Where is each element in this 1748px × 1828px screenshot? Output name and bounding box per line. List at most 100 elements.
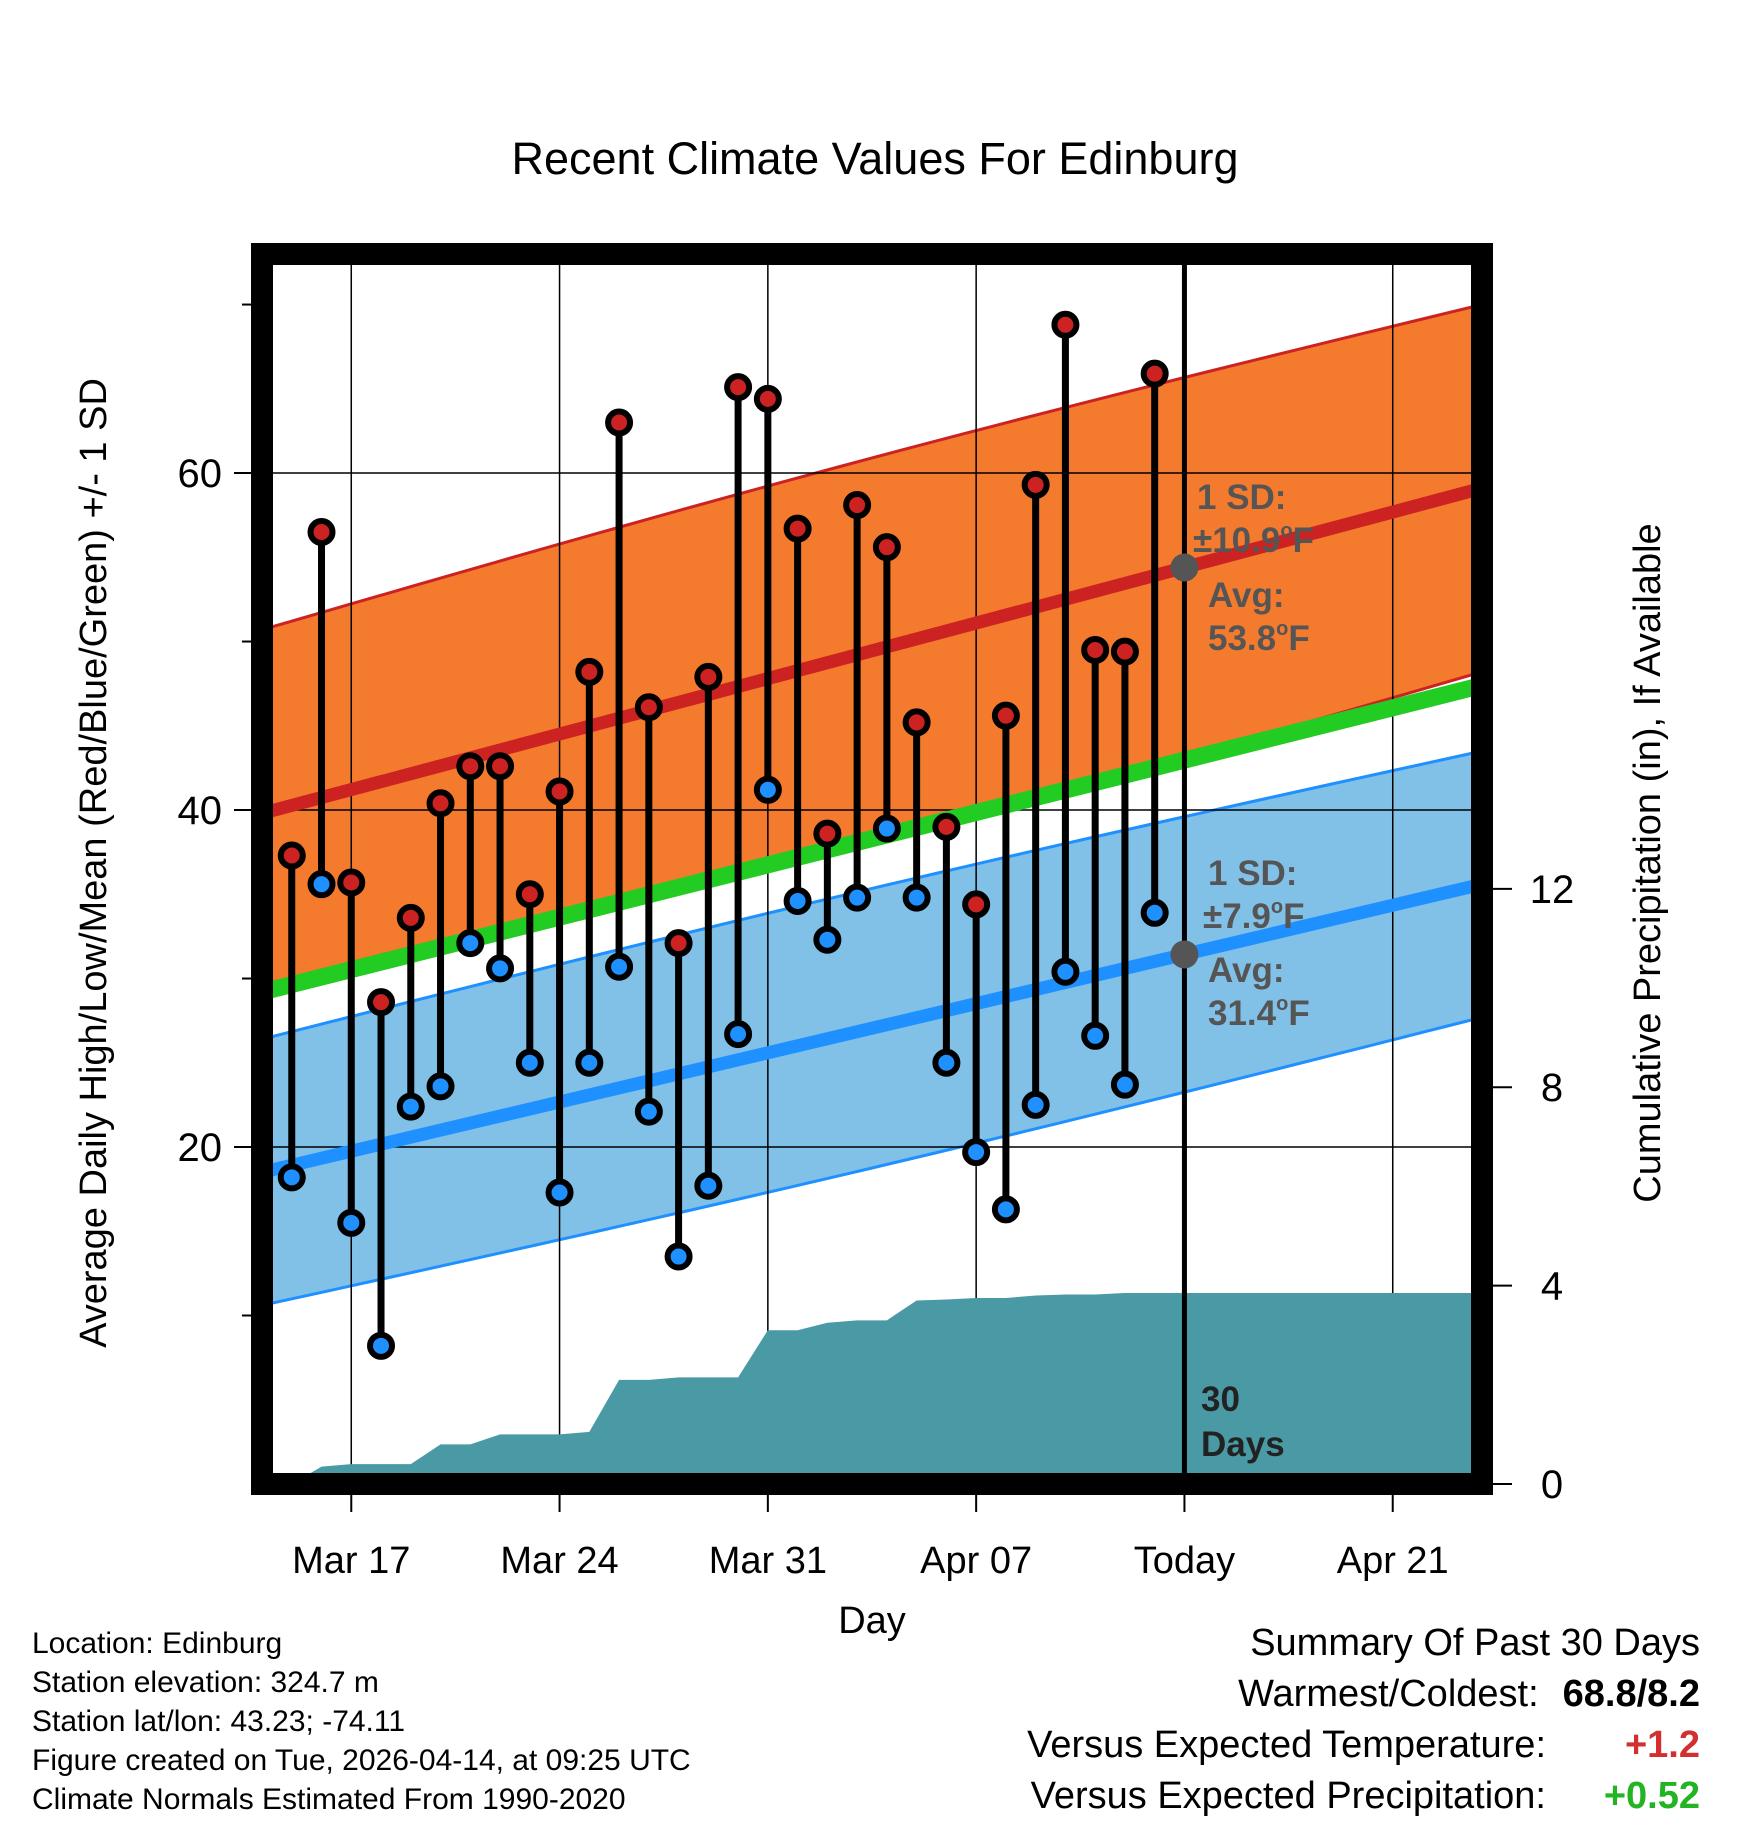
obs-low-point xyxy=(991,1195,1020,1224)
obs-high-point xyxy=(843,491,872,520)
temp-label: Versus Expected Temperature: xyxy=(1027,1724,1546,1766)
obs-low-point xyxy=(634,1097,663,1126)
low-sd-value: ±7.9oF xyxy=(1203,896,1304,936)
x-tick-label: Mar 17 xyxy=(292,1540,410,1582)
obs-low-point xyxy=(277,1163,306,1192)
y-tick-label: 60 xyxy=(178,452,223,496)
normal-low-line xyxy=(262,877,1482,1179)
x-tick-label: Apr 07 xyxy=(920,1540,1032,1582)
observations xyxy=(277,310,1169,1360)
low-sd-f: F xyxy=(1283,897,1304,936)
low-avg-value: 31.4oF xyxy=(1208,993,1310,1033)
obs-low-point xyxy=(962,1138,991,1167)
obs-high-point xyxy=(1051,310,1080,339)
obs-low-point xyxy=(843,883,872,912)
obs-low-point xyxy=(783,887,812,916)
high-avg-value: 53.8oF xyxy=(1208,618,1310,658)
obs-high-point xyxy=(1140,359,1169,388)
low-avg-f: F xyxy=(1288,994,1309,1033)
obs-high-point xyxy=(991,701,1020,730)
elevation-text: Station elevation: 324.7 m xyxy=(32,1666,379,1699)
obs-high-point xyxy=(1021,470,1050,499)
obs-low-point xyxy=(486,954,515,983)
y-right-tick-label: 0 xyxy=(1541,1463,1563,1507)
high-avg-f: F xyxy=(1288,619,1309,658)
today-high-avg-point xyxy=(1170,553,1199,582)
high-avg-deg: o xyxy=(1276,618,1288,640)
obs-low-point xyxy=(545,1178,574,1207)
station-info: Location: Edinburg Station elevation: 32… xyxy=(32,1624,691,1819)
obs-low-point xyxy=(932,1048,961,1077)
low-avg-deg: o xyxy=(1276,993,1288,1015)
chart-title: Recent Climate Values For Edinburg xyxy=(511,133,1238,184)
obs-high-point xyxy=(872,533,901,562)
summary-warm-cold: Warmest/Coldest: 68.8/8.2 xyxy=(1027,1669,1700,1720)
obs-high-point xyxy=(575,657,604,686)
high-sd-deg: o xyxy=(1280,520,1292,542)
obs-low-point xyxy=(426,1072,455,1101)
obs-high-point xyxy=(307,518,336,547)
obs-high-point xyxy=(277,841,306,870)
obs-low-point xyxy=(575,1048,604,1077)
low-avg-number: 31.4 xyxy=(1208,994,1277,1033)
obs-high-point xyxy=(337,868,366,897)
obs-high-point xyxy=(426,789,455,818)
high-avg-label: Avg: xyxy=(1208,576,1284,615)
obs-low-point xyxy=(1051,957,1080,986)
precipitation-area xyxy=(262,1293,1482,1484)
days-word: Days xyxy=(1201,1425,1285,1464)
obs-high-point xyxy=(634,693,663,722)
summary-temp: Versus Expected Temperature: +1.2 xyxy=(1027,1720,1700,1771)
x-tick-label: Mar 31 xyxy=(709,1540,827,1582)
obs-high-point xyxy=(456,752,485,781)
obs-low-point xyxy=(872,814,901,843)
today-line xyxy=(1170,254,1199,1484)
y-right-tick-label: 12 xyxy=(1530,868,1575,912)
obs-low-point xyxy=(605,952,634,981)
low-avg-label: Avg: xyxy=(1208,951,1284,990)
obs-high-point xyxy=(367,988,396,1017)
annotations: 1 SD: ±10.9oF Avg: 53.8oF 1 SD: ±7.9oF A… xyxy=(1193,478,1314,1464)
obs-high-point xyxy=(545,777,574,806)
y-axis-right-label: Cumulative Precipitation (in), If Availa… xyxy=(1627,523,1669,1202)
obs-low-point xyxy=(1110,1070,1139,1099)
high-sd-f: F xyxy=(1293,521,1314,560)
obs-low-point xyxy=(337,1208,366,1237)
y-right-tick-label: 8 xyxy=(1541,1066,1563,1110)
low-sd-label: 1 SD: xyxy=(1208,854,1297,893)
location-text: Location: Edinburg xyxy=(32,1627,283,1660)
y-right-tick-label: 4 xyxy=(1541,1265,1563,1309)
x-tick-label: Today xyxy=(1134,1540,1235,1582)
latlon-text: Station lat/lon: 43.23; -74.11 xyxy=(32,1705,406,1738)
x-tick-label: Mar 24 xyxy=(500,1540,618,1582)
obs-high-point xyxy=(724,373,753,402)
today-low-avg-point xyxy=(1170,940,1199,969)
obs-low-point xyxy=(813,925,842,954)
obs-high-point xyxy=(783,514,812,543)
x-axis-label: Day xyxy=(838,1600,906,1642)
y-tick-label: 40 xyxy=(178,789,223,833)
obs-low-point xyxy=(664,1242,693,1271)
precip-fill xyxy=(262,1293,1482,1484)
obs-low-point xyxy=(1021,1090,1050,1119)
obs-high-point xyxy=(486,752,515,781)
high-sd-value: ±10.9oF xyxy=(1193,520,1314,560)
summary-panel: Summary Of Past 30 Days Warmest/Coldest:… xyxy=(1027,1618,1700,1822)
obs-low-point xyxy=(902,883,931,912)
precip-label: Versus Expected Precipitation: xyxy=(1030,1775,1546,1817)
y-axis-label: Average Daily High/Low/Mean (Red/Blue/Gr… xyxy=(73,378,115,1348)
warm-cold-value: 68.8/8.2 xyxy=(1562,1673,1700,1715)
summary-heading: Summary Of Past 30 Days xyxy=(1250,1622,1700,1664)
low-sd-deg: o xyxy=(1271,896,1283,918)
obs-low-point xyxy=(456,929,485,958)
low-sd-number: ±7.9 xyxy=(1203,897,1271,936)
obs-high-point xyxy=(664,929,693,958)
obs-low-point xyxy=(396,1092,425,1121)
obs-high-point xyxy=(1110,637,1139,666)
plot-area xyxy=(262,254,1482,1484)
obs-low-point xyxy=(724,1020,753,1049)
obs-high-point xyxy=(396,903,425,932)
high-sd-number: ±10.9 xyxy=(1193,521,1280,560)
normals-text: Climate Normals Estimated From 1990-2020 xyxy=(32,1783,626,1816)
axis-ticks: Mar 17 Mar 24 Mar 31 Apr 07 Today Apr 2160402… xyxy=(178,303,1575,1582)
